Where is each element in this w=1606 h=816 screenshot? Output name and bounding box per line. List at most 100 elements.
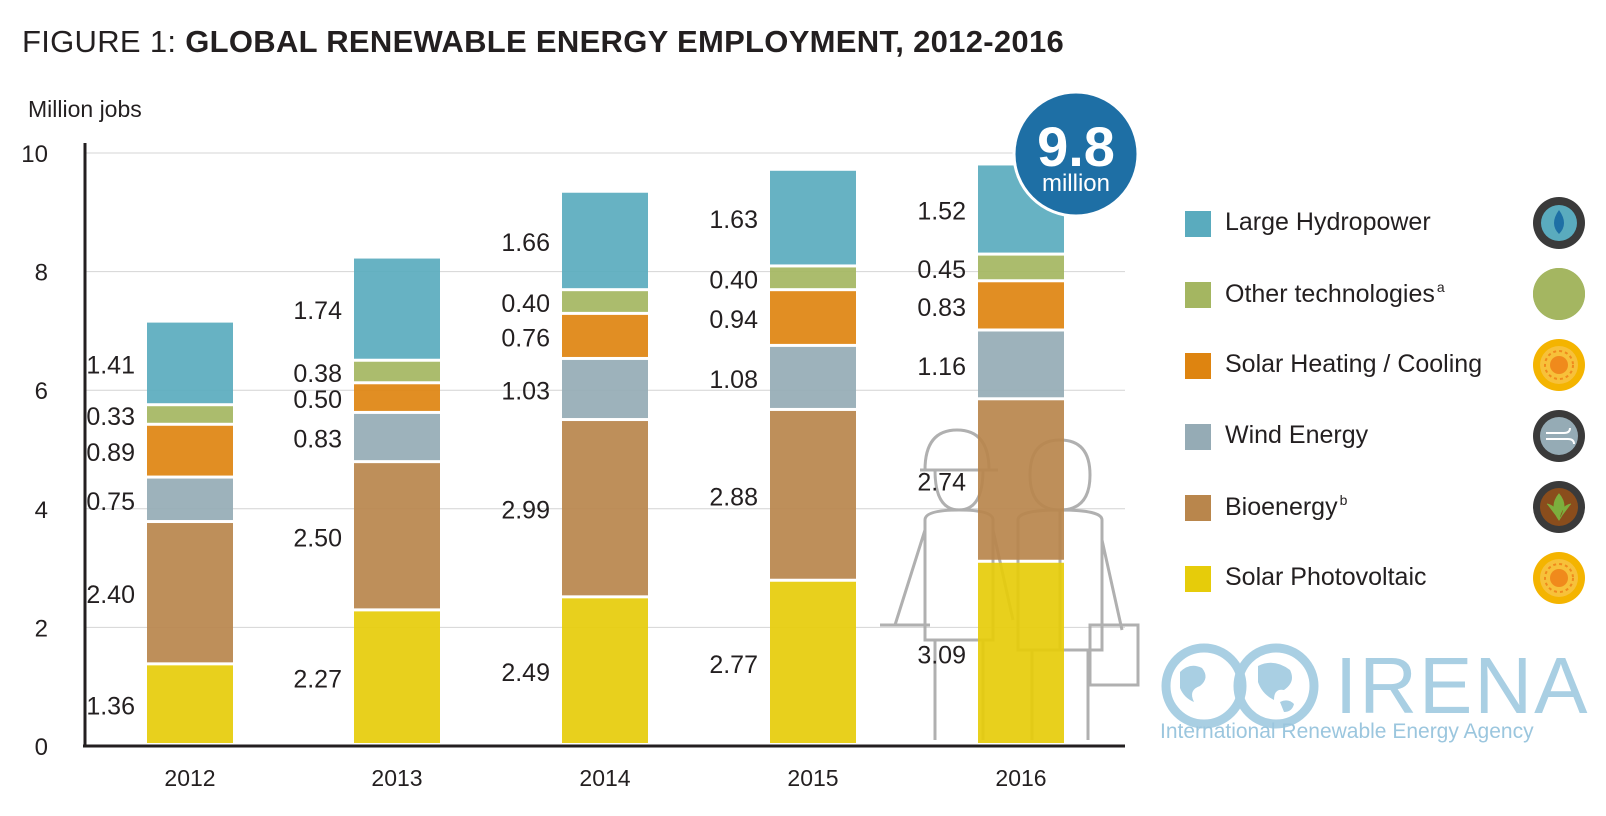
badge-circle	[1014, 92, 1138, 216]
data-label: 1.74	[293, 297, 342, 325]
legend-label: Wind Energy	[1225, 421, 1368, 450]
bar-segment	[562, 314, 648, 357]
legend-label: Bioenergy b	[1225, 492, 1347, 522]
bar-segment	[354, 258, 440, 359]
chart-title: FIGURE 1: GLOBAL RENEWABLE ENERGY EMPLOY…	[22, 24, 1064, 60]
y-tick-label: 10	[21, 141, 48, 168]
data-label: 2.88	[709, 483, 758, 511]
bar-segment	[354, 413, 440, 461]
bar-segment	[770, 170, 856, 265]
bar-segment	[978, 400, 1064, 560]
x-tick-label: 2013	[371, 765, 422, 791]
data-label: 1.41	[86, 351, 135, 379]
data-label: 0.83	[917, 294, 966, 322]
y-tick-label: 0	[35, 734, 48, 761]
bar-segment	[147, 665, 233, 743]
data-label: 2.49	[501, 659, 550, 687]
bar-segment	[978, 255, 1064, 280]
bar-segment	[354, 361, 440, 382]
sun-icon	[1532, 338, 1586, 392]
legend-swatch	[1185, 211, 1211, 237]
legend-swatch	[1185, 282, 1211, 308]
data-label: 1.66	[501, 229, 550, 257]
data-label: 2.40	[86, 581, 135, 609]
legend-label-text: Bioenergy	[1225, 493, 1338, 521]
x-tick-label: 2015	[787, 765, 838, 791]
data-label: 0.40	[709, 266, 758, 294]
data-label: 1.16	[917, 353, 966, 381]
bar-segment	[770, 346, 856, 408]
data-label: 2.27	[293, 666, 342, 694]
legend-label: Large Hydropower	[1225, 208, 1431, 237]
workers-illustration	[880, 428, 1140, 740]
figure-title: GLOBAL RENEWABLE ENERGY EMPLOYMENT, 2012…	[185, 24, 1065, 59]
badge-value: 9.8	[1037, 115, 1115, 178]
y-tick-label: 6	[35, 378, 48, 405]
x-tick-label: 2012	[164, 765, 215, 791]
data-label: 0.50	[293, 386, 342, 414]
bar-segment	[147, 425, 233, 476]
green-circle-icon	[1532, 267, 1586, 321]
bar-segment	[978, 331, 1064, 398]
data-label: 0.38	[293, 360, 342, 388]
leaf-icon	[1532, 480, 1586, 534]
data-label: 1.03	[501, 377, 550, 405]
data-label: 1.36	[86, 693, 135, 721]
bar-segment	[978, 282, 1064, 329]
data-label: 2.50	[293, 524, 342, 552]
legend-swatch	[1185, 424, 1211, 450]
legend-label: Solar Heating / Cooling	[1225, 350, 1482, 379]
legend-item-hydro: Large Hydropower	[1185, 197, 1585, 249]
data-label: 0.83	[293, 426, 342, 454]
data-label: 0.45	[917, 256, 966, 284]
legend-label-text: Wind Energy	[1225, 421, 1369, 449]
sun-icon	[1532, 551, 1586, 605]
data-label: 0.40	[501, 290, 550, 318]
bar-segment	[562, 359, 648, 419]
figure-number: FIGURE 1:	[22, 24, 177, 59]
bar-segment	[562, 291, 648, 312]
legend-swatch	[1185, 566, 1211, 592]
data-label: 1.63	[709, 206, 758, 234]
y-axis-label: Million jobs	[28, 96, 142, 122]
data-label: 2.99	[501, 497, 550, 525]
bar-segment	[770, 291, 856, 344]
legend-item-wind: Wind Energy	[1185, 410, 1585, 462]
data-label: 0.89	[86, 439, 135, 467]
bar-segment	[354, 384, 440, 411]
legend-label: Solar Photovoltaic	[1225, 563, 1427, 592]
legend-label-text: Other technologies	[1225, 280, 1435, 308]
x-tick-label: 2016	[995, 765, 1046, 791]
bar-segment	[770, 410, 856, 579]
bar-segment	[562, 192, 648, 289]
bar-segment	[147, 523, 233, 663]
data-label: 1.52	[917, 198, 966, 226]
x-tick-label: 2014	[579, 765, 630, 791]
legend-label-text: Large Hydropower	[1225, 208, 1431, 236]
badge-ring	[1012, 90, 1140, 218]
legend-label: Other technologies a	[1225, 279, 1445, 309]
legend-item-pv: Solar Photovoltaic	[1185, 552, 1585, 604]
y-tick-label: 8	[35, 260, 48, 287]
bar-segment	[354, 463, 440, 609]
legend-item-other: Other technologies a	[1185, 268, 1585, 320]
irena-tagline: International Renewable Energy Agency	[1160, 720, 1534, 743]
bar-segment	[770, 581, 856, 743]
data-label: 2.77	[709, 651, 758, 679]
bar-segment	[562, 421, 648, 596]
data-label: 0.76	[501, 324, 550, 352]
legend-swatch	[1185, 353, 1211, 379]
data-label: 0.33	[86, 403, 135, 431]
bar-segment	[354, 611, 440, 743]
legend-item-heat: Solar Heating / Cooling	[1185, 339, 1585, 391]
irena-emblem-icon	[1161, 643, 1319, 729]
legend-label-text: Solar Heating / Cooling	[1225, 350, 1483, 378]
badge-unit: million	[1042, 170, 1110, 197]
data-label: 1.08	[709, 366, 758, 394]
data-label: 0.94	[709, 306, 758, 334]
bar-segment	[770, 267, 856, 289]
irena-logo: IRENA International Renewable Energy Age…	[1160, 636, 1600, 756]
data-label: 2.74	[917, 469, 966, 497]
